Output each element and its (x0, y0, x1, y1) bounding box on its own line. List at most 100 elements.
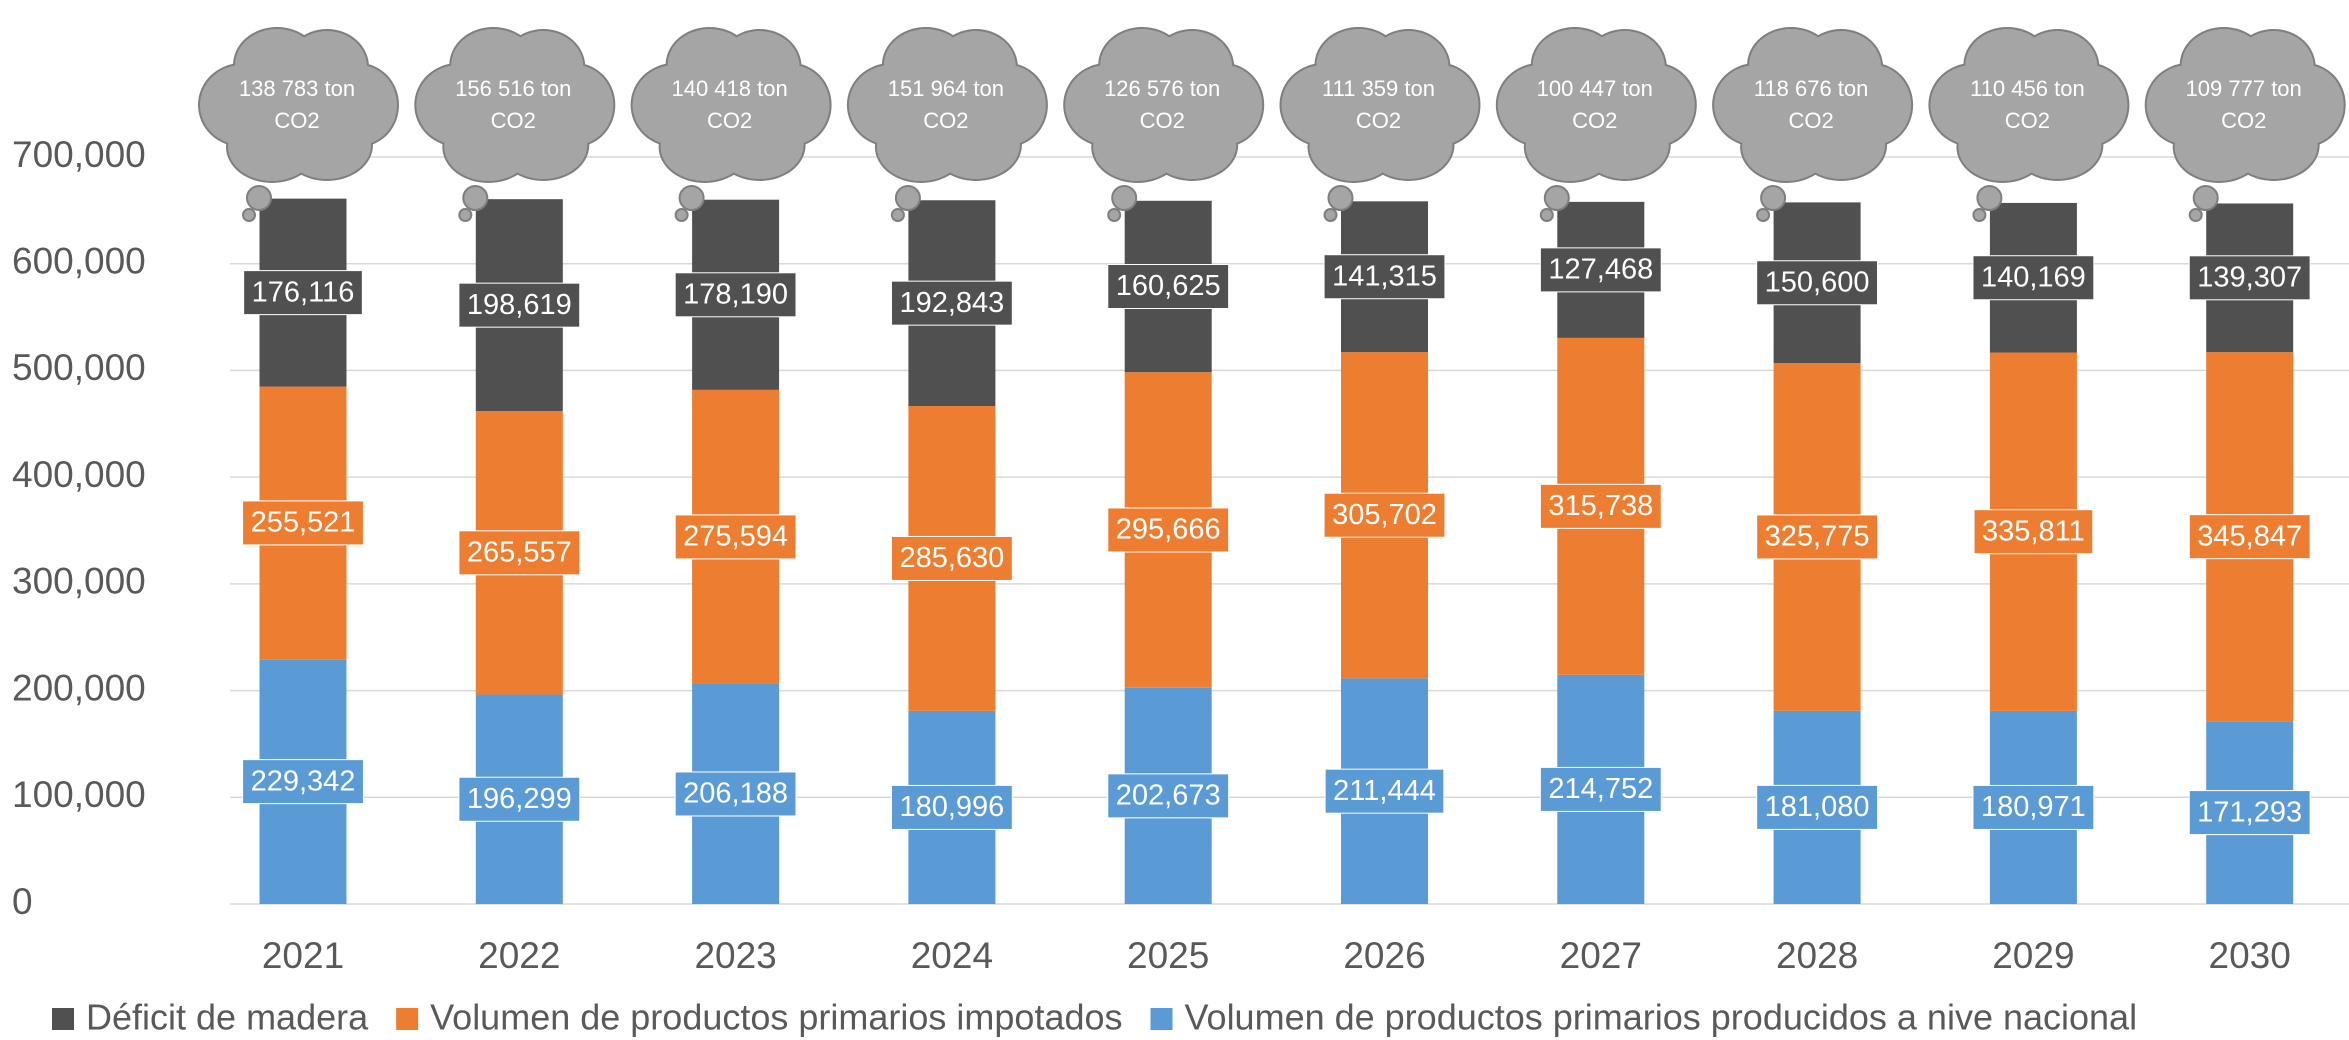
cloud-label-text: 151 964 ton CO2 (887, 76, 1004, 133)
cloud-label: 111 359 ton CO2 (1322, 76, 1435, 133)
cloud-label: 100 447 ton CO2 (1536, 76, 1653, 133)
cloud: 156 516 ton CO2 (414, 27, 616, 222)
cloud-puff (462, 185, 489, 211)
data-label: 171,293 (2188, 790, 2311, 836)
data-label-text: 180,971 (1981, 791, 2086, 823)
data-label: 345,847 (2188, 514, 2311, 560)
data-label-box (242, 759, 364, 805)
cloud: 151 964 ton CO2 (846, 27, 1048, 222)
data-label-box (1323, 492, 1446, 538)
cloud-puff (1760, 185, 1787, 211)
data-label: 295,666 (1107, 507, 1230, 553)
data-label-text: 214,752 (1548, 773, 1653, 805)
cloud: 118 676 ton CO2 (1712, 27, 1914, 222)
data-label-box (2188, 255, 2311, 301)
cloud-puff (674, 208, 689, 222)
x-tick-label: 2023 (694, 935, 776, 976)
data-label-text: 196,299 (467, 783, 572, 815)
data-label-box (2188, 514, 2311, 560)
data-label: 192,843 (890, 280, 1013, 326)
x-tick-label: 2025 (1127, 935, 1209, 976)
data-label-text: 171,293 (2197, 796, 2302, 828)
cloud: 109 777 ton CO2 (2144, 27, 2346, 222)
legend-label: Déficit de madera (86, 997, 369, 1038)
data-label: 150,600 (1756, 260, 1879, 306)
data-label: 275,594 (674, 514, 797, 560)
data-label-box (1972, 255, 2095, 301)
data-label-box (1107, 263, 1230, 309)
data-label: 285,630 (890, 535, 1013, 581)
legend-label: Volumen de productos primarios impotados (430, 997, 1122, 1038)
cloud-puff (894, 185, 921, 211)
data-label-box (1107, 507, 1230, 553)
cloud-puff (1539, 208, 1554, 222)
cloud-label: 156 516 ton CO2 (455, 76, 571, 133)
cloud-label: 110 456 ton CO2 (1970, 76, 2085, 133)
cloud-puff (246, 185, 272, 211)
data-label-box (1539, 483, 1662, 529)
x-tick-label: 2028 (1776, 935, 1858, 976)
cloud-label-text: 126 576 ton CO2 (1104, 76, 1221, 133)
data-label-text: 139,307 (2197, 261, 2302, 293)
cloud-puff (1111, 185, 1138, 211)
data-label-text: 211,444 (1333, 775, 1436, 807)
x-tick-label: 2029 (1992, 935, 2074, 976)
data-label-text: 265,557 (467, 536, 572, 568)
cloud-label-text: 100 447 ton CO2 (1536, 76, 1653, 133)
y-tick-label: 500,000 (12, 347, 146, 388)
data-label-box (1973, 509, 2094, 555)
cloud-fill (1524, 55, 1665, 155)
cloud-fill (659, 55, 800, 155)
cloud-puff (1323, 208, 1338, 222)
cloud: 111 359 ton CO2 (1279, 27, 1481, 222)
cloud-fill (1308, 55, 1449, 155)
data-label: 325,775 (1756, 514, 1879, 560)
data-label: 211,444 (1324, 768, 1445, 814)
y-tick-label: 100,000 (12, 774, 146, 815)
data-label-box (1756, 784, 1879, 830)
cloud-label-text: 140 418 ton CO2 (671, 76, 788, 133)
cloud-puff (1756, 208, 1771, 222)
cloud-label: 138 783 ton CO2 (238, 76, 356, 133)
cloud-puff (1972, 208, 1987, 222)
data-label-box (674, 272, 797, 318)
data-label-box (1539, 247, 1662, 293)
data-label: 315,738 (1539, 483, 1662, 529)
x-tick-label: 2026 (1343, 935, 1425, 976)
x-tick-label: 2027 (1560, 935, 1642, 976)
data-label: 180,971 (1972, 784, 2095, 830)
cloud: 100 447 ton CO2 (1495, 27, 1697, 222)
cloud-puff (2192, 185, 2219, 211)
data-label-text: 127,468 (1548, 254, 1653, 286)
cloud-label-text: 110 456 ton CO2 (1970, 76, 2085, 133)
cloud-puff (890, 208, 905, 222)
data-label-text: 335,811 (1982, 515, 2085, 547)
data-label: 198,619 (458, 282, 581, 328)
data-label-text: 275,594 (683, 521, 788, 553)
data-label-box (1107, 773, 1230, 819)
y-tick-label: 400,000 (12, 454, 146, 495)
data-label-text: 181,080 (1765, 791, 1870, 823)
data-label: 255,521 (242, 500, 364, 546)
data-label: 180,996 (890, 784, 1013, 830)
cloud-label-text: 109 777 ton CO2 (2185, 76, 2302, 133)
cloud-fill (1741, 55, 1882, 155)
data-label-text: 150,600 (1765, 266, 1870, 298)
cloud-label: 151 964 ton CO2 (887, 76, 1004, 133)
data-label-text: 229,342 (251, 765, 356, 797)
cloud-label-text: 138 783 ton CO2 (238, 76, 356, 133)
cloud-label: 140 418 ton CO2 (671, 76, 788, 133)
legend-marker (52, 1008, 74, 1030)
cloud-fill (227, 55, 367, 155)
cloud-label: 109 777 ton CO2 (2185, 76, 2302, 133)
data-label: 141,315 (1323, 254, 1446, 300)
cloud-puff (1107, 208, 1122, 222)
data-label-text: 178,190 (683, 278, 788, 310)
cloud: 138 783 ton CO2 (198, 27, 399, 222)
y-tick-label: 200,000 (12, 667, 146, 708)
data-label-box (1972, 784, 2095, 830)
cloud-fill (443, 55, 584, 155)
data-label-box (243, 270, 363, 316)
data-label-text: 345,847 (2197, 520, 2302, 552)
